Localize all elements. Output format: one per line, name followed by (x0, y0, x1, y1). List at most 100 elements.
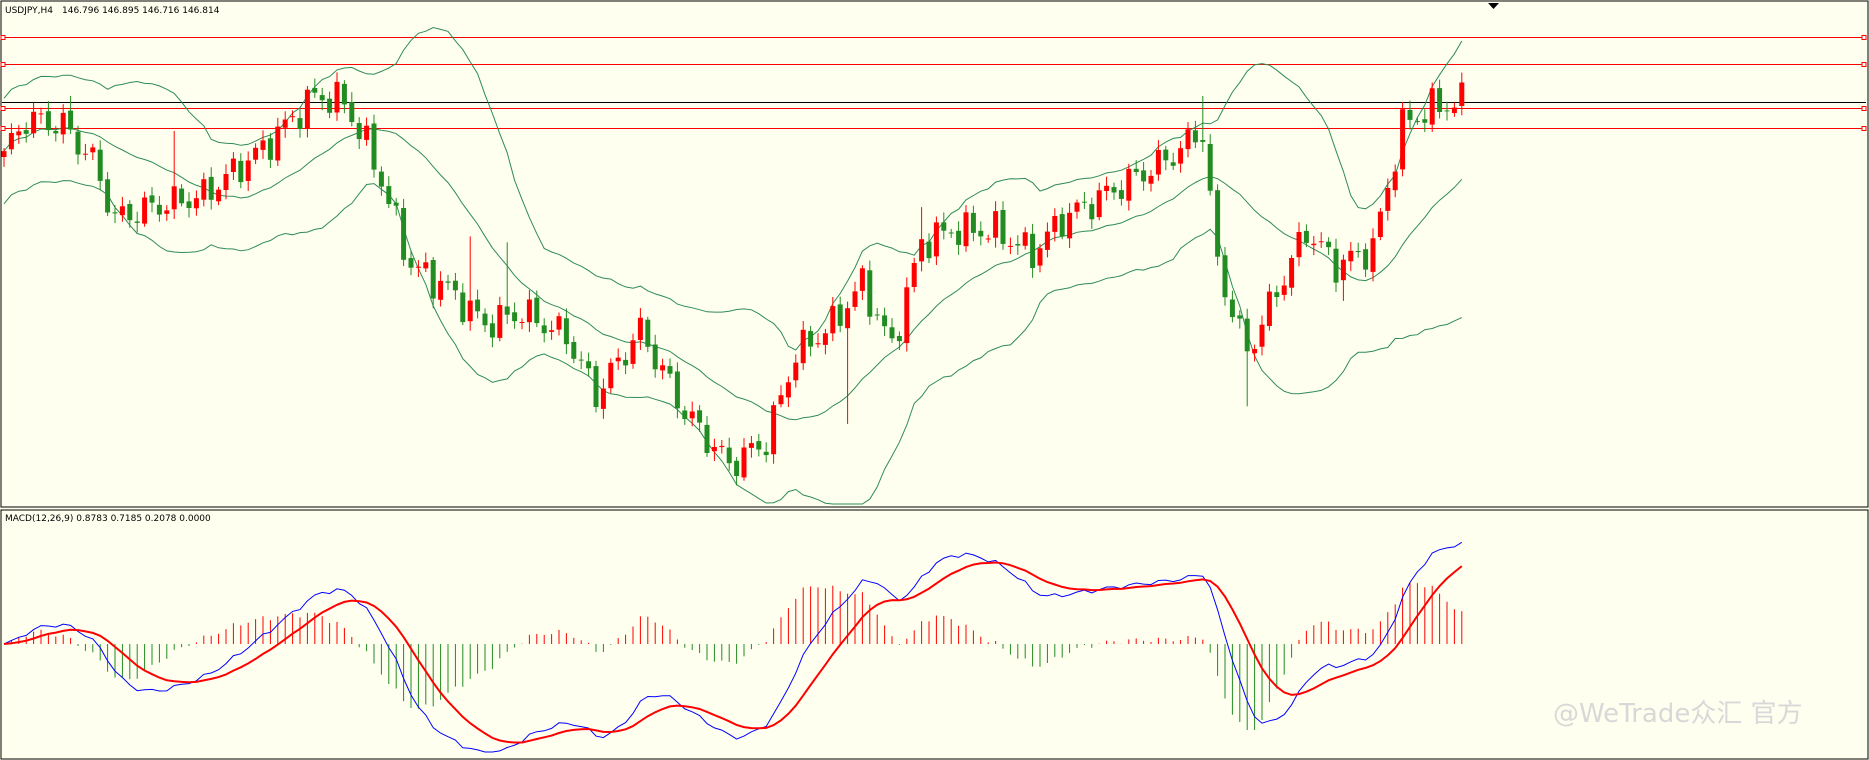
bear-candle (312, 88, 318, 93)
bull-candle (741, 447, 747, 478)
bull-candle (1044, 231, 1050, 250)
bull-candle (1022, 232, 1028, 246)
level-handle-right[interactable] (1861, 35, 1867, 40)
bear-candle (430, 260, 436, 299)
bear-candle (401, 208, 407, 260)
bear-candle (1326, 241, 1332, 248)
ohlc-label: 146.796 146.895 146.716 146.814 (62, 6, 220, 16)
bear-candle (1363, 249, 1369, 270)
bear-candle (763, 451, 769, 456)
bear-candle (75, 131, 81, 155)
macd-lines (3, 541, 1463, 753)
bull-candle (911, 263, 917, 287)
bull-candle (60, 112, 66, 135)
bull-candle (1104, 185, 1110, 191)
bear-candle (645, 319, 651, 347)
bear-candle (1407, 109, 1413, 120)
macd-panel-frame (0, 509, 1869, 760)
bull-candle (1385, 188, 1391, 211)
bear-candle (541, 325, 547, 334)
watermark-text: @WeTrade众汇 官方 (1553, 699, 1803, 729)
bull-candle (845, 308, 851, 329)
bear-candle (1422, 119, 1428, 123)
bear-candle (808, 331, 814, 347)
bear-candle (504, 306, 510, 315)
bear-candle (1200, 140, 1206, 142)
horizontal-levels[interactable] (0, 35, 1867, 131)
bear-candle (941, 222, 947, 231)
bear-candle (1244, 318, 1250, 352)
bull-candle (748, 443, 754, 448)
bear-candle (948, 232, 954, 234)
bear-candle (489, 323, 495, 338)
bull-candle (1155, 150, 1161, 175)
bull-candle (519, 322, 525, 323)
bear-candle (475, 299, 481, 312)
bull-candle (1074, 202, 1080, 212)
bear-candle (578, 359, 584, 361)
bull-candle (689, 411, 695, 419)
bull-candle (253, 147, 259, 160)
bear-candle (356, 123, 362, 140)
bear-candle (208, 176, 214, 200)
bull-candle (1259, 324, 1265, 347)
level-handle-right[interactable] (1861, 126, 1867, 131)
bear-candle (341, 83, 347, 105)
level-handle-right[interactable] (1861, 106, 1867, 111)
bull-candle (216, 189, 222, 202)
bull-candle (993, 211, 999, 238)
bull-candle (778, 395, 784, 405)
bear-candle (445, 281, 451, 283)
bear-candle (105, 179, 111, 213)
bear-candle (697, 410, 703, 423)
bear-candle (1030, 233, 1036, 268)
price-panel[interactable]: USDJPY,H4 146.796 146.895 146.716 146.81… (0, 0, 1869, 508)
bear-candle (586, 361, 592, 369)
level-handle-left[interactable] (0, 35, 6, 40)
bear-candle (1059, 214, 1065, 237)
bear-candle (682, 410, 688, 419)
price-panel-frame (0, 0, 1869, 508)
bear-candle (482, 313, 488, 326)
bear-candle (1000, 210, 1006, 244)
chart-shift-marker-icon[interactable] (1488, 3, 1499, 9)
bull-candle (171, 186, 177, 210)
bull-candle (164, 210, 170, 214)
candles (1, 72, 1465, 486)
bear-candle (112, 212, 118, 214)
bull-candle (608, 362, 614, 389)
bear-candle (1133, 168, 1139, 172)
bear-candle (926, 241, 932, 259)
bear-candle (45, 111, 51, 131)
bull-candle (260, 140, 266, 150)
level-handle-left[interactable] (0, 126, 6, 131)
bull-candle (275, 126, 281, 161)
bull-candle (526, 299, 532, 323)
level-handle-right[interactable] (1861, 62, 1867, 67)
bull-candle (1007, 245, 1013, 247)
bull-candle (1289, 258, 1295, 288)
level-handle-left[interactable] (0, 62, 6, 67)
bear-candle (563, 318, 569, 345)
level-handle-left[interactable] (0, 106, 6, 111)
bull-candle (630, 340, 636, 364)
bear-candle (460, 292, 466, 323)
bull-candle (438, 280, 444, 300)
macd-panel[interactable]: MACD(12,26,9) 0.8783 0.7185 0.2078 0.000… (0, 509, 1869, 760)
bollinger-upper-band (3, 26, 1463, 351)
bear-candle (889, 327, 895, 339)
bull-candle (364, 125, 370, 140)
bear-candle (837, 304, 843, 326)
bear-candle (393, 202, 399, 206)
bear-candle (1414, 121, 1420, 123)
bear-candle (896, 336, 902, 342)
bear-candle (408, 258, 414, 268)
bull-candle (919, 239, 925, 262)
bear-candle (378, 171, 384, 187)
bull-candle (1459, 82, 1465, 106)
bull-candle (334, 81, 340, 113)
bear-candle (1163, 149, 1169, 161)
bull-candle (1126, 168, 1132, 201)
